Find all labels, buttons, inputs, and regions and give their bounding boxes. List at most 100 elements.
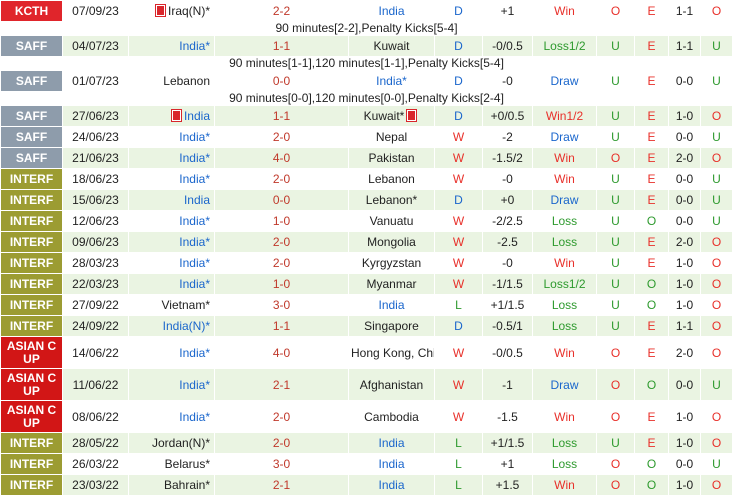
odd-even: E: [647, 319, 655, 333]
home-team: India*: [179, 235, 210, 249]
handicap-cell: +0/0.5: [483, 106, 533, 127]
away-team: India*: [376, 74, 407, 88]
handicap-cell: +1.5: [483, 475, 533, 496]
half-time-score: 1-0: [676, 256, 693, 270]
away-team-cell: India: [349, 475, 435, 496]
away-team: Kyrgyzstan: [362, 256, 421, 270]
handicap: +1: [501, 4, 515, 18]
half-over-under-cell: U: [701, 36, 732, 57]
score-cell: 2-0: [215, 127, 349, 148]
score: 1-1: [273, 39, 290, 53]
handicap-cell: -1: [483, 369, 533, 401]
half-over-under: O: [712, 410, 721, 424]
handicap-result: Win: [554, 410, 575, 424]
result: W: [453, 151, 464, 165]
over-under-cell: U: [597, 295, 635, 316]
home-team-cell: India*: [129, 274, 215, 295]
result-cell: W: [435, 274, 483, 295]
odd-even: E: [647, 193, 655, 207]
over-under: O: [611, 410, 620, 424]
league: SAFF: [16, 130, 47, 144]
away-team: Lebanon: [368, 172, 415, 186]
odd-even: E: [647, 151, 655, 165]
away-team-cell: India: [349, 1, 435, 22]
over-under: U: [611, 436, 620, 450]
half-over-under-cell: O: [701, 274, 732, 295]
date-cell: 15/06/23: [63, 190, 129, 211]
half-time-score: 1-0: [676, 478, 693, 492]
handicap-result: Win: [554, 172, 575, 186]
result: W: [453, 277, 464, 291]
half-time-score: 2-0: [676, 151, 693, 165]
note-row: 90 minutes[0-0],120 minutes[0-0],Penalty…: [1, 92, 732, 106]
handicap: -1.5/2: [492, 151, 523, 165]
half-over-under-cell: O: [701, 106, 732, 127]
date: 24/06/23: [72, 130, 119, 144]
half-over-under-cell: O: [701, 295, 732, 316]
away-team-cell: Nepal: [349, 127, 435, 148]
away-team-cell: Myanmar: [349, 274, 435, 295]
handicap: +1.5: [496, 478, 520, 492]
result-cell: D: [435, 106, 483, 127]
half-over-under: O: [712, 4, 721, 18]
handicap-cell: -1/1.5: [483, 274, 533, 295]
half-time-score-cell: 1-1: [669, 36, 701, 57]
handicap-cell: -2: [483, 127, 533, 148]
over-under: O: [611, 478, 620, 492]
half-over-under: U: [712, 39, 721, 53]
odd-even: O: [647, 214, 656, 228]
handicap-result-cell: Loss: [533, 433, 597, 454]
handicap-cell: +1: [483, 1, 533, 22]
handicap-result-cell: Draw: [533, 127, 597, 148]
half-time-score-cell: 2-0: [669, 148, 701, 169]
half-time-score-cell: 0-0: [669, 127, 701, 148]
half-over-under: U: [712, 193, 721, 207]
odd-even: O: [647, 298, 656, 312]
half-time-score: 0-0: [676, 193, 693, 207]
league: ASIAN CUP: [7, 371, 56, 398]
score: 4-0: [273, 346, 290, 360]
half-over-under: O: [712, 256, 721, 270]
home-team: India*: [179, 39, 210, 53]
result-cell: W: [435, 169, 483, 190]
score-cell: 2-0: [215, 169, 349, 190]
handicap-result: Loss: [552, 436, 577, 450]
half-over-under: U: [712, 214, 721, 228]
over-under-cell: U: [597, 169, 635, 190]
away-team-cell: Singapore: [349, 316, 435, 337]
home-team-cell: India(N)*: [129, 316, 215, 337]
home-team: India*: [179, 378, 210, 392]
handicap: -0/0.5: [492, 39, 523, 53]
result-cell: L: [435, 454, 483, 475]
away-team: Myanmar: [366, 277, 416, 291]
home-team-cell: India: [129, 106, 215, 127]
date-cell: 23/03/22: [63, 475, 129, 496]
half-time-score: 1-0: [676, 298, 693, 312]
away-team-cell: Afghanistan: [349, 369, 435, 401]
half-over-under-cell: O: [701, 148, 732, 169]
handicap-result-cell: Loss: [533, 454, 597, 475]
over-under: U: [611, 298, 620, 312]
date: 09/06/23: [72, 235, 119, 249]
away-team-cell: Kuwait: [349, 36, 435, 57]
result: D: [454, 319, 463, 333]
handicap-result-cell: Win: [533, 148, 597, 169]
over-under: U: [611, 74, 620, 88]
result-cell: D: [435, 316, 483, 337]
score-cell: 2-2: [215, 1, 349, 22]
result-cell: W: [435, 148, 483, 169]
date-cell: 28/03/23: [63, 253, 129, 274]
odd-even: E: [647, 410, 655, 424]
half-time-score: 1-0: [676, 109, 693, 123]
result-cell: W: [435, 369, 483, 401]
score: 2-1: [273, 478, 290, 492]
home-team-cell: India: [129, 190, 215, 211]
result: D: [454, 4, 463, 18]
date: 07/09/23: [72, 4, 119, 18]
